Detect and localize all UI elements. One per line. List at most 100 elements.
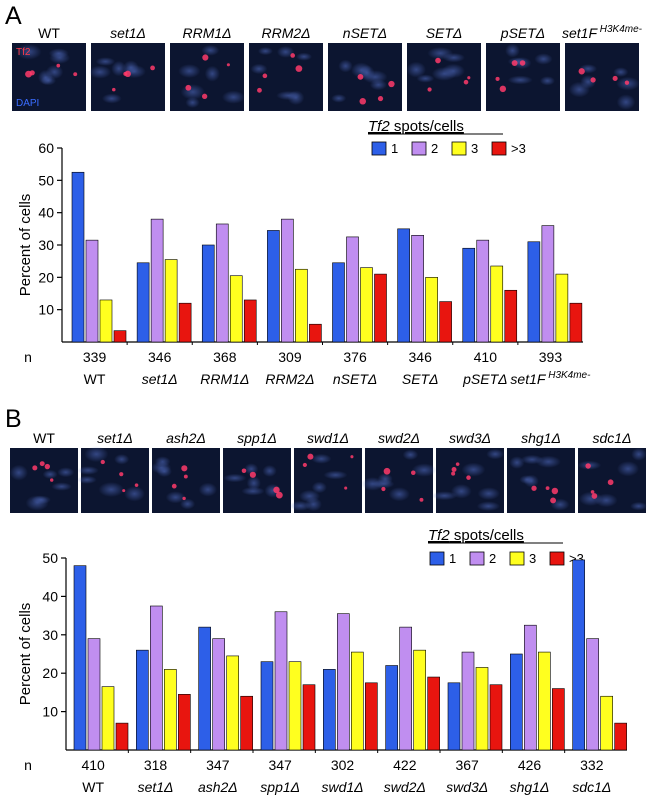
bar-group (447, 651, 503, 751)
micrograph-8 (565, 43, 640, 111)
strain-name: sdc1Δ (572, 779, 611, 795)
micrograph-1 (12, 43, 86, 111)
y-tick-label: 30 (42, 627, 58, 643)
bar-3 (425, 277, 438, 343)
legend-title: Tf2 spots/cells (368, 118, 464, 135)
micrograph-strain-label: pSETΔ (500, 25, 545, 41)
bar-4 (374, 273, 387, 343)
bar-4 (113, 330, 127, 343)
micrograph-3 (170, 43, 245, 111)
panel-letter: A (5, 2, 22, 30)
micrograph-strain-label: RRM2Δ (261, 25, 310, 41)
micrograph-strain-label: set1Δ (97, 430, 133, 446)
bar-2 (346, 236, 359, 343)
panel-letter: B (5, 405, 22, 433)
bar-3 (101, 686, 115, 751)
bar-1 (510, 653, 523, 751)
strain-name: RRM2Δ (265, 371, 314, 387)
micrograph-5 (289, 448, 362, 513)
micrograph-strain-label: spp1Δ (237, 430, 277, 446)
bar-group (572, 559, 627, 751)
n-value: 422 (393, 757, 417, 773)
legend-title: Tf2 spots/cells (428, 527, 524, 544)
micrograph-1 (9, 448, 78, 513)
bar-3 (164, 259, 178, 343)
bar-1 (527, 241, 541, 343)
bar-1 (73, 565, 87, 751)
strain-name: set1Δ (138, 779, 174, 795)
bar-4 (552, 688, 565, 751)
y-tick-label: 10 (42, 704, 58, 720)
micrograph-9 (577, 447, 648, 513)
strain-name: swd1Δ (321, 779, 363, 795)
bar-1 (71, 171, 85, 343)
legend-label-2: 2 (489, 551, 496, 566)
n-row-label: n (24, 757, 32, 773)
bar-3 (295, 268, 308, 343)
x-tick-label: sdc1Δ (572, 779, 611, 795)
n-value: 346 (409, 349, 433, 365)
micrograph-strain-label: RRM1Δ (182, 25, 231, 41)
x-tick-label: RRM1Δ (200, 371, 249, 387)
y-tick-label: 50 (38, 172, 54, 188)
x-tick-label: WT (82, 779, 104, 795)
strain-name: SETΔ (426, 25, 463, 41)
x-tick-label: nSETΔ (333, 371, 377, 387)
panel-a: AWT set1Δ RRM1Δ RRM2Δ nSETΔ SETΔ pSETΔ set1F H3… (5, 2, 643, 387)
bar-4 (302, 684, 316, 751)
bar-1 (267, 230, 280, 343)
bar-1 (136, 649, 149, 751)
n-value: 318 (144, 757, 168, 773)
bar-2 (524, 624, 537, 751)
bar-2 (281, 218, 294, 343)
legend-label-4: >3 (511, 141, 526, 156)
bar-1 (260, 661, 274, 751)
strain-name: swd3Δ (446, 779, 488, 795)
bars (73, 559, 627, 751)
bar-3 (229, 275, 243, 343)
bar-4 (365, 682, 378, 751)
y-tick-label: 10 (38, 302, 54, 318)
bar-3 (360, 267, 373, 343)
x-tick-label: swd2Δ (384, 779, 426, 795)
bar-3 (99, 299, 113, 343)
strain-name: shg1Δ (521, 430, 561, 446)
micrograph-7 (431, 448, 505, 513)
bar-3 (555, 273, 569, 343)
x-tick-label: spp1Δ (260, 779, 300, 795)
n-value: 426 (518, 757, 542, 773)
bar-2 (337, 613, 350, 751)
bar-group (201, 223, 257, 343)
bar-group (136, 218, 192, 343)
micrograph-6 (361, 448, 437, 513)
bar-4 (504, 289, 518, 343)
bar-group (510, 624, 565, 751)
y-tick-label: 30 (38, 237, 54, 253)
micrograph-strain-label: swd2Δ (378, 430, 420, 446)
bar-4 (569, 302, 583, 343)
strain-name: RRM1Δ (200, 371, 249, 387)
bar-4 (240, 695, 253, 751)
bar-group (527, 225, 583, 343)
bar-1 (397, 228, 410, 343)
bar-1 (385, 665, 398, 751)
x-tick-label: SETΔ (402, 371, 439, 387)
micrograph-strain-label: set1Δ (110, 25, 146, 41)
n-value: 367 (455, 757, 479, 773)
n-value: 393 (539, 349, 563, 365)
micrograph-strain-label: SETΔ (426, 25, 463, 41)
bar-4 (178, 302, 192, 343)
x-tick-label: WT (84, 371, 106, 387)
legend-title-rest: spots/cells (450, 527, 524, 544)
x-tick-label: pSETΔ (462, 371, 507, 387)
y-tick-label: 20 (38, 269, 54, 285)
legend: Tf2 spots/cells 1 2 3 >3 (368, 118, 526, 156)
micrograph-4 (223, 448, 291, 513)
n-value: 347 (206, 757, 230, 773)
micrograph-strain-label: sdc1Δ (593, 430, 632, 446)
x-tick-label: set1Δ (138, 779, 174, 795)
strain-superscript: H3K4me- (597, 24, 643, 35)
legend-swatch-2 (411, 141, 427, 156)
n-value: 339 (83, 349, 107, 365)
